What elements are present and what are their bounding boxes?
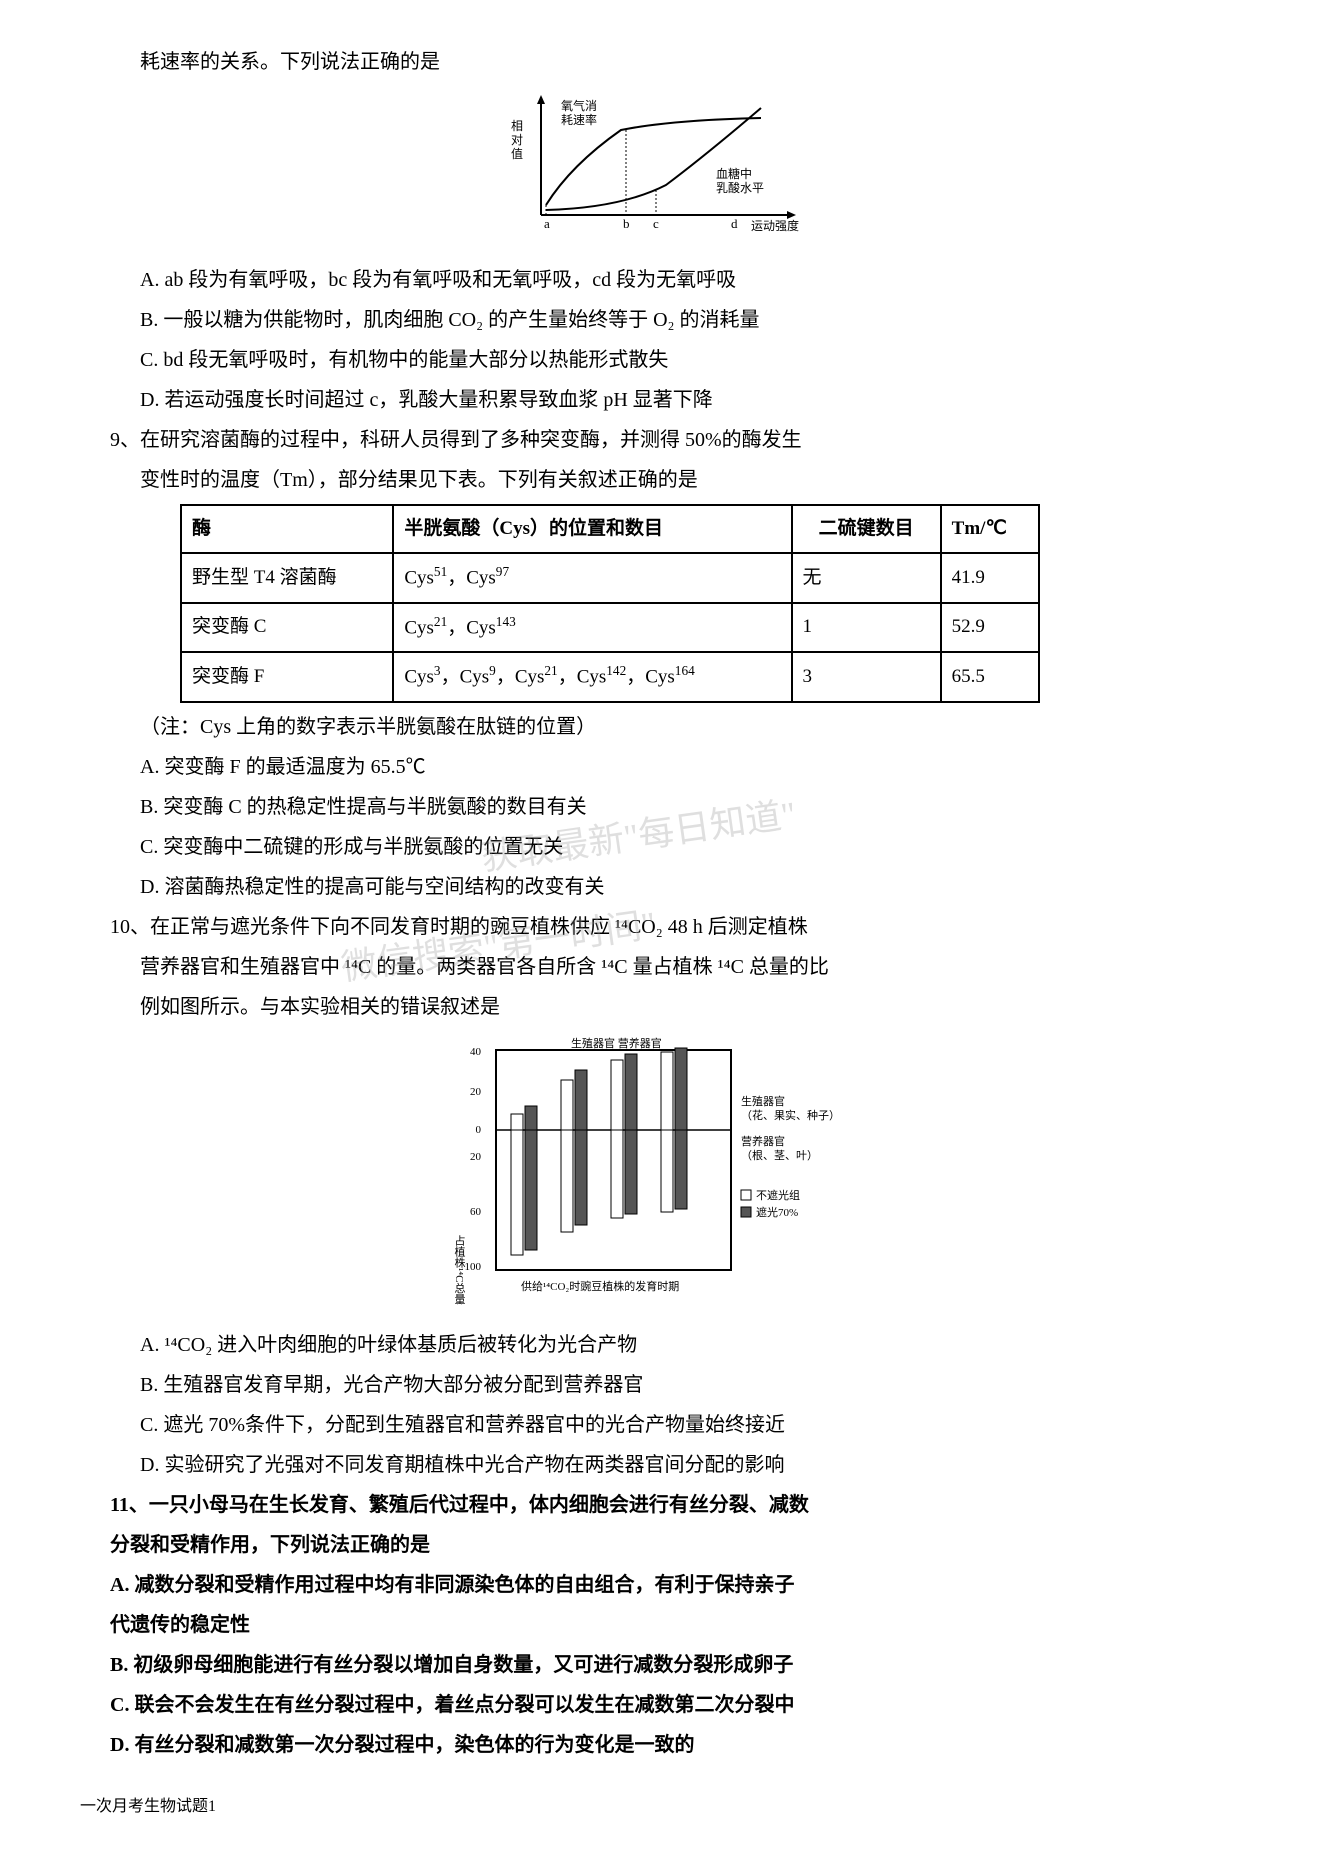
q8-tick-a: a [544, 216, 550, 231]
table-row: 突变酶 F Cys3，Cys9，Cys21，Cys142，Cys164 3 65… [181, 652, 1039, 702]
q8-intro: 耗速率的关系。下列说法正确的是 [80, 44, 1242, 80]
q9-note: （注：Cys 上角的数字表示半胱氨酸在肽链的位置） [80, 709, 1242, 745]
q8-curve1-label: 氧气消 [561, 98, 597, 113]
svg-text:营养器官: 营养器官 [741, 1134, 785, 1148]
svg-text:生殖器官: 生殖器官 [741, 1094, 785, 1108]
q8-opt-c: C. bd 段无氧呼吸时，有机物中的能量大部分以热能形式散失 [80, 342, 1242, 378]
svg-text:占植株¹⁴C总量的比率%: 占植株¹⁴C总量的比率% [453, 1233, 466, 1304]
q10-opt-c: C. 遮光 70%条件下，分配到生殖器官和营养器官中的光合产物量始终接近 [80, 1407, 1242, 1443]
q11-opt-c: C. 联会不会发生在有丝分裂过程中，着丝点分裂可以发生在减数第二次分裂中 [80, 1687, 1242, 1723]
q11-line1: 11、一只小母马在生长发育、繁殖后代过程中，体内细胞会进行有丝分裂、减数 [80, 1487, 1242, 1523]
q8-tick-d: d [731, 216, 738, 231]
q9-opt-a: A. 突变酶 F 的最适温度为 65.5℃ [80, 749, 1242, 785]
q8-opt-d: D. 若运动强度长时间超过 c，乳酸大量积累导致血浆 pH 显著下降 [80, 382, 1242, 418]
q9-line2: 变性时的温度（Tm），部分结果见下表。下列有关叙述正确的是 [80, 462, 1242, 498]
svg-text:（花、果实、种子）: （花、果实、种子） [741, 1108, 840, 1122]
q11-opt-a2: 代遗传的稳定性 [80, 1607, 1242, 1643]
q11-line2: 分裂和受精作用，下列说法正确的是 [80, 1527, 1242, 1563]
q8-opt-a: A. ab 段为有氧呼吸，bc 段为有氧呼吸和无氧呼吸，cd 段为无氧呼吸 [80, 262, 1242, 298]
svg-text:40: 40 [470, 1046, 482, 1058]
svg-text:生殖器官 营养器官: 生殖器官 营养器官 [571, 1036, 662, 1050]
q9-line1: 9、在研究溶菌酶的过程中，科研人员得到了多种突变酶，并测得 50%的酶发生 [80, 422, 1242, 458]
q10-line2: 营养器官和生殖器官中 ¹⁴C 的量。两类器官各自所含 ¹⁴C 量占植株 ¹⁴C … [80, 949, 1242, 985]
q8-opt-b: B. 一般以糖为供能物时，肌肉细胞 CO₂ 的产生量始终等于 O₂ 的消耗量 [80, 302, 1242, 338]
q9-opt-b: B. 突变酶 C 的热稳定性提高与半胱氨酸的数目有关 [80, 789, 1242, 825]
th-bonds: 二硫键数目 [792, 505, 941, 553]
q10-line3: 例如图所示。与本实验相关的错误叙述是 [80, 989, 1242, 1025]
q8-xlabel: 运动强度 [751, 218, 799, 233]
svg-text:耗速率: 耗速率 [561, 112, 597, 127]
svg-text:遮光70%: 遮光70% [756, 1205, 798, 1219]
svg-text:60: 60 [470, 1206, 482, 1218]
svg-text:0: 0 [476, 1124, 482, 1136]
svg-text:20: 20 [470, 1086, 482, 1098]
table-row: 突变酶 C Cys21，Cys143 1 52.9 [181, 603, 1039, 653]
q8-chart-svg: 相对值 氧气消 耗速率 血糖中 乳酸水平 运动强度 a b c d [501, 90, 821, 240]
th-cys: 半胱氨酸（Cys）的位置和数目 [393, 505, 791, 553]
q9-table: 酶 半胱氨酸（Cys）的位置和数目 二硫键数目 Tm/℃ 野生型 T4 溶菌酶 … [180, 504, 1040, 703]
q11-opt-a1: A. 减数分裂和受精作用过程中均有非同源染色体的自由组合，有利于保持亲子 [80, 1567, 1242, 1603]
q11-opt-d: D. 有丝分裂和减数第一次分裂过程中，染色体的行为变化是一致的 [80, 1727, 1242, 1763]
q10-chart: 生殖器官 营养器官 40 20 0 20 60 100 占植株¹⁴C总量的比率%… [80, 1035, 1242, 1317]
q8-tick-b: b [623, 216, 630, 231]
q8-chart: 相对值 氧气消 耗速率 血糖中 乳酸水平 运动强度 a b c d [80, 90, 1242, 252]
q10-chart-svg: 生殖器官 营养器官 40 20 0 20 60 100 占植株¹⁴C总量的比率%… [441, 1035, 881, 1305]
svg-text:（根、茎、叶）: （根、茎、叶） [741, 1148, 818, 1162]
q8-annot1: 血糖中 [716, 166, 752, 181]
table-header-row: 酶 半胱氨酸（Cys）的位置和数目 二硫键数目 Tm/℃ [181, 505, 1039, 553]
q10-opt-a: A. ¹⁴CO₂ 进入叶肉细胞的叶绿体基质后被转化为光合产物 [80, 1327, 1242, 1363]
table-row: 野生型 T4 溶菌酶 Cys51，Cys97 无 41.9 [181, 553, 1039, 603]
q10-line1: 10、在正常与遮光条件下向不同发育时期的豌豆植株供应 ¹⁴CO₂ 48 h 后测… [80, 909, 1242, 945]
svg-text:供给¹⁴CO₂时豌豆植株的发育时期: 供给¹⁴CO₂时豌豆植株的发育时期 [521, 1279, 679, 1293]
q8-tick-c: c [653, 216, 659, 231]
q9-opt-d: D. 溶菌酶热稳定性的提高可能与空间结构的改变有关 [80, 869, 1242, 905]
q10-opt-d: D. 实验研究了光强对不同发育期植株中光合产物在两类器官间分配的影响 [80, 1447, 1242, 1483]
svg-text:20: 20 [470, 1151, 482, 1163]
page-footer: 一次月考生物试题1 [80, 1793, 1242, 1822]
q11-opt-b: B. 初级卵母细胞能进行有丝分裂以增加自身数量，又可进行减数分裂形成卵子 [80, 1647, 1242, 1683]
th-enzyme: 酶 [181, 505, 393, 553]
th-tm: Tm/℃ [941, 505, 1039, 553]
svg-text:不遮光组: 不遮光组 [756, 1188, 800, 1202]
q8-ylabel: 相对值 [511, 119, 523, 161]
q8-annot2: 乳酸水平 [716, 180, 764, 195]
svg-text:100: 100 [465, 1261, 482, 1273]
q9-opt-c: C. 突变酶中二硫键的形成与半胱氨酸的位置无关 [80, 829, 1242, 865]
q10-opt-b: B. 生殖器官发育早期，光合产物大部分被分配到营养器官 [80, 1367, 1242, 1403]
